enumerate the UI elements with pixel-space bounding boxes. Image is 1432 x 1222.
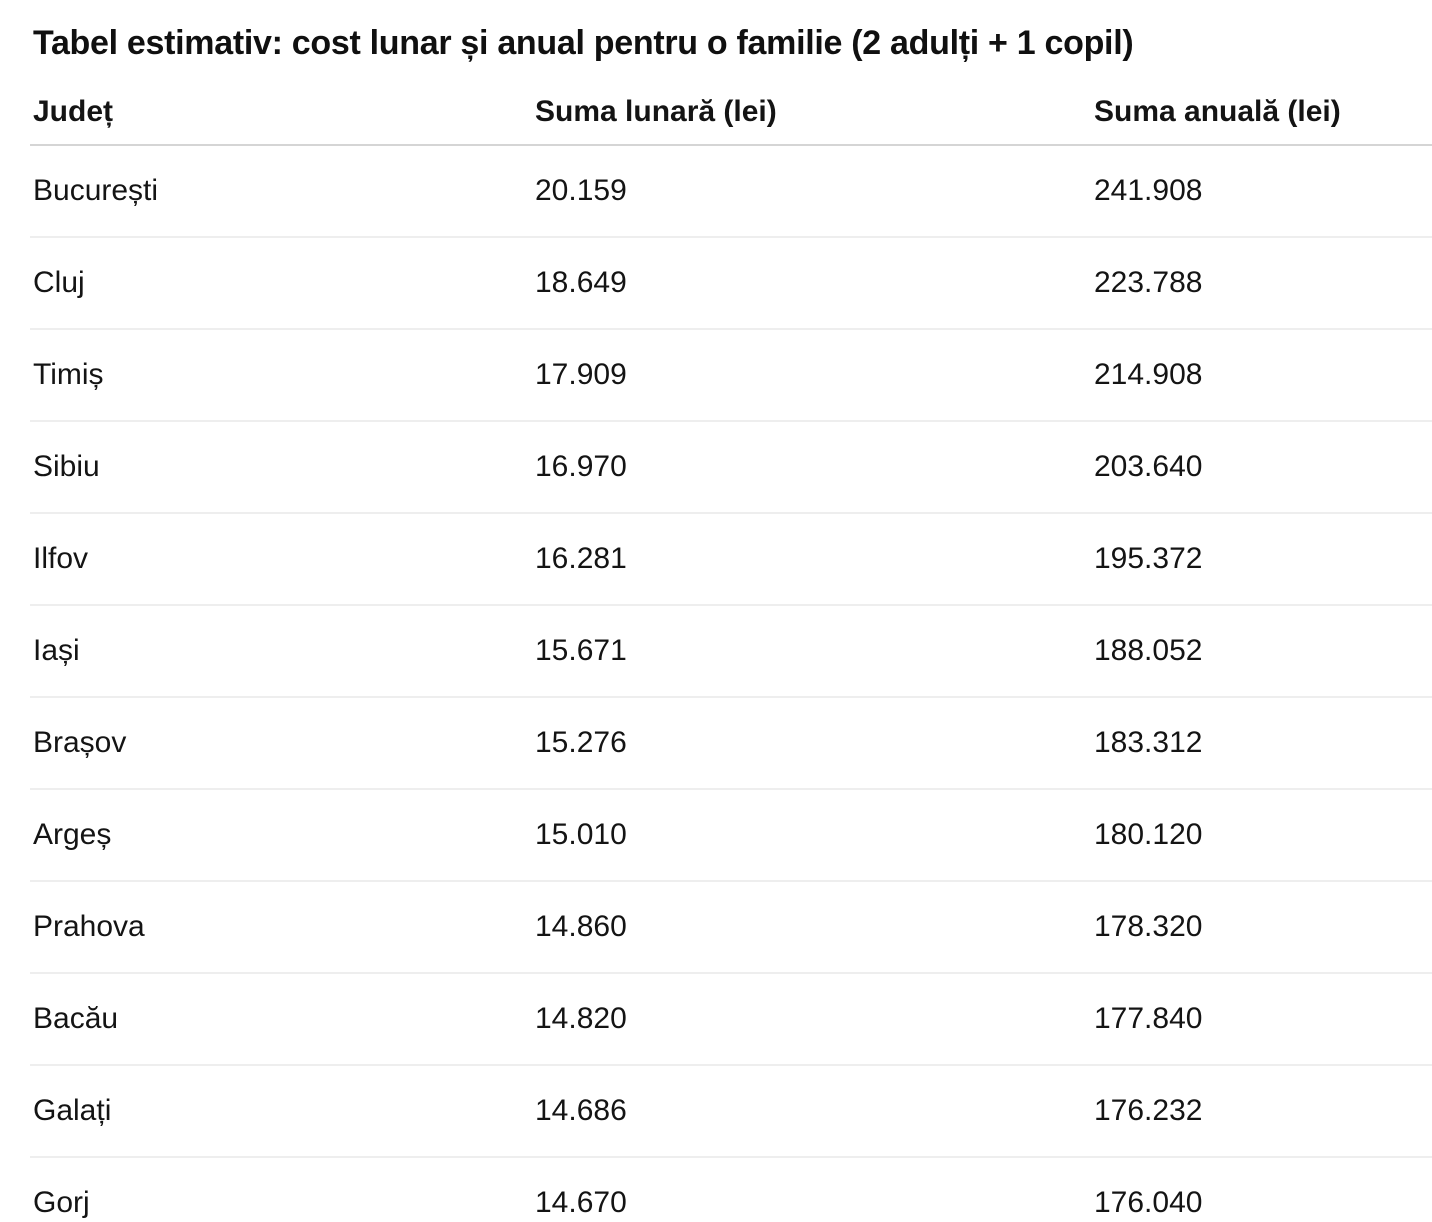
column-header-judet: Județ xyxy=(30,84,535,146)
table-row: Prahova 14.860 178.320 xyxy=(30,881,1432,974)
cell-suma-anuala: 183.312 xyxy=(1094,697,1432,790)
cell-judet: Galați xyxy=(30,1065,535,1158)
cell-judet: Bacău xyxy=(30,973,535,1066)
cell-judet: Gorj xyxy=(33,1186,90,1219)
cell-suma-anuala: 195.372 xyxy=(1094,513,1432,606)
cell-suma-lunara: 15.276 xyxy=(535,697,1094,790)
cell-suma-anuala: 214.908 xyxy=(1094,329,1432,422)
cell-suma-anuala: 223.788 xyxy=(1094,237,1432,330)
table-row: Gorj 14.670 176.040 xyxy=(30,1157,1432,1222)
cell-suma-anuala: 241.908 xyxy=(1094,145,1432,238)
table-header-row: Județ Suma lunară (lei) Suma anuală (lei… xyxy=(30,84,1432,146)
cell-suma-lunara: 14.686 xyxy=(535,1065,1094,1158)
cell-judet: Sibiu xyxy=(30,421,535,514)
table-row: Bacău 14.820 177.840 xyxy=(30,973,1432,1066)
page-title: Tabel estimativ: cost lunar și anual pen… xyxy=(33,24,1134,62)
cell-judet: Iași xyxy=(30,605,535,698)
table-body: București 20.159 241.908 Cluj 18.649 223.788 T… xyxy=(30,145,1432,1222)
cell-judet: Prahova xyxy=(30,881,535,974)
cell-suma-anuala: 176.040 xyxy=(1094,1186,1203,1219)
cell-suma-lunara: 14.860 xyxy=(535,881,1094,974)
column-header-suma-lunara: Suma lunară (lei) xyxy=(535,84,1094,146)
cell-suma-lunara: 16.970 xyxy=(535,421,1094,514)
table-row: Iași 15.671 188.052 xyxy=(30,605,1432,698)
table-row: Sibiu 16.970 203.640 xyxy=(30,421,1432,514)
table-row: Cluj 18.649 223.788 xyxy=(30,237,1432,330)
table-row: București 20.159 241.908 xyxy=(30,145,1432,238)
cell-judet: Timiș xyxy=(30,329,535,422)
cell-judet: Cluj xyxy=(30,237,535,330)
cell-suma-lunara: 20.159 xyxy=(535,145,1094,238)
cell-suma-anuala: 177.840 xyxy=(1094,973,1432,1066)
cell-suma-lunara: 14.820 xyxy=(535,973,1094,1066)
cell-judet: Ilfov xyxy=(30,513,535,606)
cell-suma-anuala: 176.232 xyxy=(1094,1065,1432,1158)
table-row: Timiș 17.909 214.908 xyxy=(30,329,1432,422)
cell-suma-lunara: 16.281 xyxy=(535,513,1094,606)
cell-suma-lunara: 18.649 xyxy=(535,237,1094,330)
cell-judet: Brașov xyxy=(30,697,535,790)
cell-judet: Argeș xyxy=(30,789,535,882)
cell-suma-anuala: 178.320 xyxy=(1094,881,1432,974)
column-header-suma-anuala: Suma anuală (lei) xyxy=(1094,84,1432,146)
cell-suma-lunara: 14.670 xyxy=(535,1186,627,1219)
table-row: Argeș 15.010 180.120 xyxy=(30,789,1432,882)
cell-suma-anuala: 203.640 xyxy=(1094,421,1432,514)
table-row: Brașov 15.276 183.312 xyxy=(30,697,1432,790)
cell-suma-lunara: 15.671 xyxy=(535,605,1094,698)
cost-table: Județ Suma lunară (lei) Suma anuală (lei… xyxy=(30,84,1432,1222)
table-row: Ilfov 16.281 195.372 xyxy=(30,513,1432,606)
table-row: Galați 14.686 176.232 xyxy=(30,1065,1432,1158)
cell-suma-lunara: 15.010 xyxy=(535,789,1094,882)
cell-suma-anuala: 188.052 xyxy=(1094,605,1432,698)
cell-suma-anuala: 180.120 xyxy=(1094,789,1432,882)
cell-suma-lunara: 17.909 xyxy=(535,329,1094,422)
cell-judet: București xyxy=(30,145,535,238)
table-header: Județ Suma lunară (lei) Suma anuală (lei… xyxy=(30,84,1432,146)
